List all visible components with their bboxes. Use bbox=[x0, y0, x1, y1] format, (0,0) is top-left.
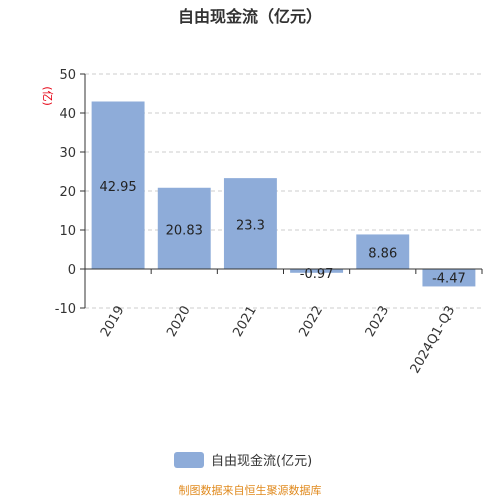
data-label: 20.83 bbox=[166, 223, 203, 238]
x-tick-label: 2019 bbox=[98, 304, 128, 340]
chart-title: 自由现金流（亿元） bbox=[178, 7, 322, 26]
x-tick-label: 2022 bbox=[297, 304, 327, 340]
grid-lines bbox=[85, 73, 482, 309]
bar bbox=[91, 101, 145, 270]
data-label: 23.3 bbox=[236, 219, 265, 234]
data-source-note: 制图数据来自恒生聚源数据库 bbox=[179, 483, 322, 497]
y-tick-label: 50 bbox=[59, 68, 76, 83]
data-label: -0.97 bbox=[300, 267, 334, 282]
legend[interactable]: 自由现金流(亿元) bbox=[174, 452, 312, 469]
y-tick-label: 0 bbox=[68, 263, 76, 278]
legend-label[interactable]: 自由现金流(亿元) bbox=[211, 453, 312, 469]
y-tick-label: 10 bbox=[59, 224, 76, 239]
y-tick-label: 20 bbox=[59, 185, 76, 200]
data-labels: 42.95 20.83 23.3 -0.97 8.86 -4.47 bbox=[99, 180, 465, 286]
bar bbox=[422, 269, 476, 287]
axes bbox=[84, 74, 482, 308]
x-tick-label: 2020 bbox=[164, 304, 194, 340]
data-label: 8.86 bbox=[368, 247, 397, 262]
bar bbox=[356, 234, 410, 269]
y-tick-labels: -10 0 10 20 30 40 50 bbox=[55, 68, 85, 317]
x-tick-label: 2023 bbox=[363, 304, 393, 340]
y-tick-label: 40 bbox=[59, 107, 76, 122]
y-tick-label: -10 bbox=[55, 302, 76, 317]
bar bbox=[223, 178, 277, 269]
x-tick-label: 2021 bbox=[230, 304, 260, 340]
data-label: -4.47 bbox=[432, 272, 466, 287]
y-tick-label: 30 bbox=[59, 146, 76, 161]
bars bbox=[91, 101, 476, 287]
x-tick-label: 2024Q1-Q3 bbox=[408, 303, 459, 376]
bar bbox=[290, 269, 344, 273]
legend-swatch[interactable] bbox=[174, 452, 204, 468]
y-unit-label: (亿) bbox=[41, 86, 54, 106]
bar bbox=[157, 187, 211, 269]
data-label: 42.95 bbox=[99, 180, 136, 195]
